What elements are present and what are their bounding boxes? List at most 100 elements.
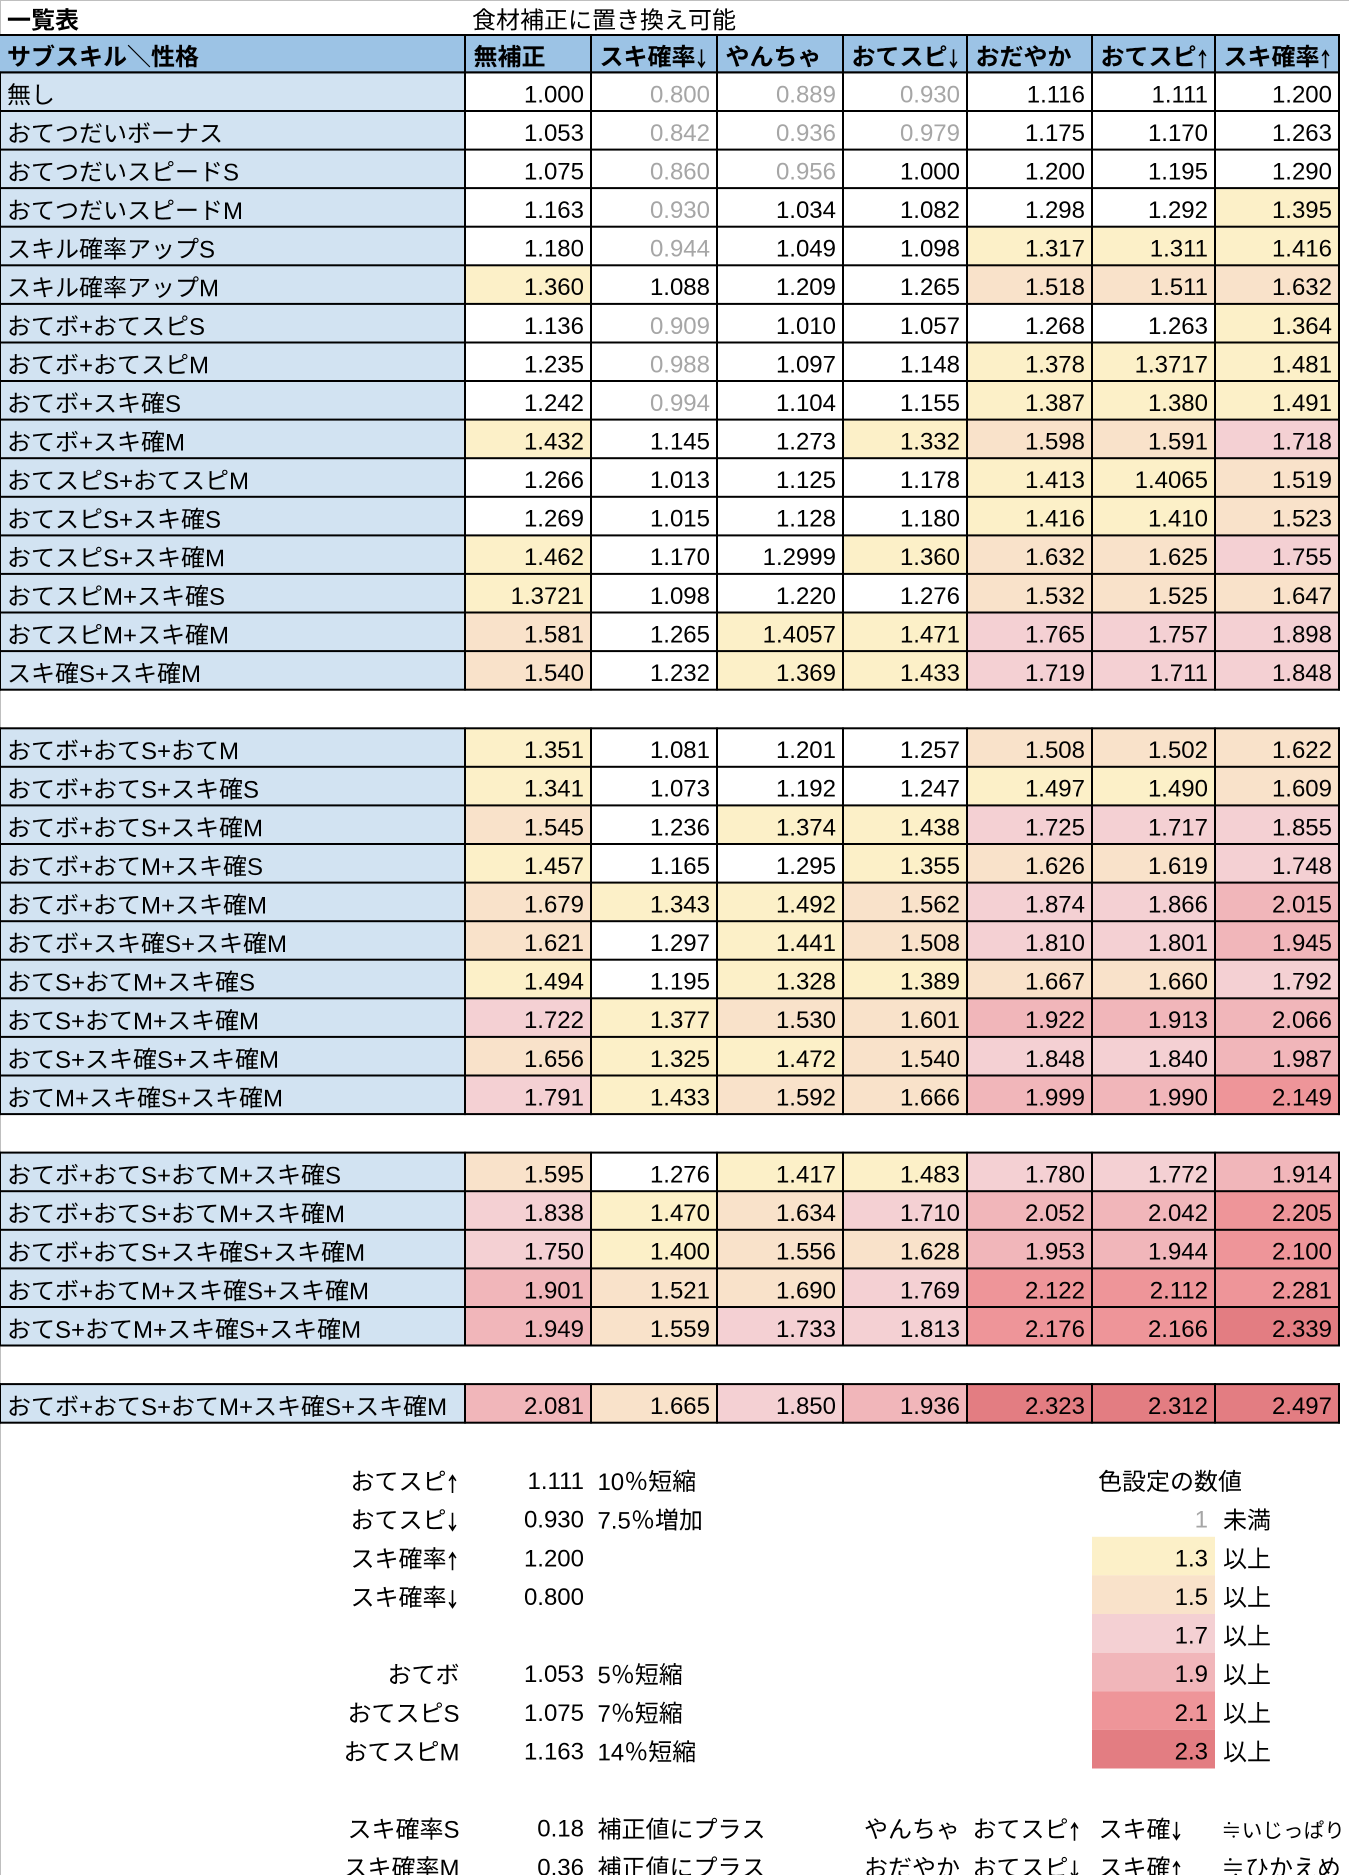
svg-text:2.1: 2.1 <box>1175 1700 1208 1727</box>
svg-text:1.433: 1.433 <box>650 1084 710 1111</box>
svg-text:1.667: 1.667 <box>1025 969 1085 996</box>
svg-text:1.540: 1.540 <box>524 660 584 687</box>
svg-text:1.073: 1.073 <box>650 776 710 803</box>
svg-text:1.295: 1.295 <box>776 853 836 880</box>
svg-text:1.247: 1.247 <box>900 776 960 803</box>
svg-text:1.276: 1.276 <box>900 583 960 610</box>
svg-text:1.416: 1.416 <box>1025 506 1085 533</box>
svg-text:0.936: 0.936 <box>776 120 836 147</box>
svg-text:1.097: 1.097 <box>776 351 836 378</box>
svg-text:1.901: 1.901 <box>524 1277 584 1304</box>
svg-text:1.297: 1.297 <box>650 930 710 957</box>
svg-text:1.111: 1.111 <box>1152 81 1209 108</box>
svg-text:1.462: 1.462 <box>524 544 584 571</box>
svg-text:1.4065: 1.4065 <box>1135 467 1208 494</box>
svg-text:1.511: 1.511 <box>1150 274 1208 301</box>
svg-text:1.719: 1.719 <box>1025 660 1085 687</box>
svg-text:1.990: 1.990 <box>1148 1084 1208 1111</box>
svg-text:1.725: 1.725 <box>1025 814 1085 841</box>
svg-text:1.2999: 1.2999 <box>763 544 836 571</box>
svg-text:1.311: 1.311 <box>1150 236 1208 263</box>
svg-text:1.075: 1.075 <box>524 158 584 185</box>
svg-text:1.665: 1.665 <box>650 1393 710 1420</box>
svg-text:1.609: 1.609 <box>1272 776 1332 803</box>
svg-text:1.898: 1.898 <box>1272 621 1332 648</box>
svg-text:1.491: 1.491 <box>1272 390 1332 417</box>
svg-text:1.634: 1.634 <box>776 1200 836 1227</box>
svg-text:1.192: 1.192 <box>776 776 836 803</box>
svg-text:1.945: 1.945 <box>1272 930 1332 957</box>
svg-text:1.387: 1.387 <box>1025 390 1085 417</box>
svg-text:1.622: 1.622 <box>1272 737 1332 764</box>
svg-text:1.471: 1.471 <box>900 621 960 648</box>
svg-text:0.979: 0.979 <box>900 120 960 147</box>
svg-text:1.104: 1.104 <box>776 390 836 417</box>
svg-text:1.257: 1.257 <box>900 737 960 764</box>
svg-text:1.601: 1.601 <box>900 1007 960 1034</box>
svg-text:1.438: 1.438 <box>900 814 960 841</box>
svg-text:1.769: 1.769 <box>900 1277 960 1304</box>
svg-text:1.711: 1.711 <box>1150 660 1208 687</box>
svg-text:1.3: 1.3 <box>1175 1545 1208 1572</box>
svg-text:1.470: 1.470 <box>650 1200 710 1227</box>
svg-text:1.625: 1.625 <box>1148 544 1208 571</box>
svg-text:1.209: 1.209 <box>776 274 836 301</box>
svg-text:1.235: 1.235 <box>524 351 584 378</box>
svg-text:1.098: 1.098 <box>900 236 960 263</box>
svg-text:1.325: 1.325 <box>650 1046 710 1073</box>
svg-text:1.170: 1.170 <box>650 544 710 571</box>
svg-text:0.930: 0.930 <box>524 1507 584 1534</box>
svg-text:1.343: 1.343 <box>650 892 710 919</box>
svg-text:1.772: 1.772 <box>1148 1162 1208 1189</box>
svg-text:1.7: 1.7 <box>1175 1623 1208 1650</box>
svg-text:1.195: 1.195 <box>650 969 710 996</box>
svg-text:1.647: 1.647 <box>1272 583 1332 610</box>
svg-text:2.339: 2.339 <box>1272 1316 1332 1343</box>
svg-text:1.936: 1.936 <box>900 1393 960 1420</box>
svg-text:1.621: 1.621 <box>524 930 584 957</box>
svg-text:0.889: 0.889 <box>776 81 836 108</box>
svg-text:2.015: 2.015 <box>1272 892 1332 919</box>
svg-text:1.034: 1.034 <box>776 197 836 224</box>
svg-text:1.949: 1.949 <box>524 1316 584 1343</box>
svg-text:1.710: 1.710 <box>900 1200 960 1227</box>
svg-text:0.930: 0.930 <box>900 81 960 108</box>
svg-text:1.748: 1.748 <box>1272 853 1332 880</box>
svg-text:1.791: 1.791 <box>524 1084 584 1111</box>
svg-text:1.944: 1.944 <box>1148 1239 1208 1266</box>
svg-text:1.874: 1.874 <box>1025 892 1085 919</box>
svg-text:1.369: 1.369 <box>776 660 836 687</box>
svg-text:1.525: 1.525 <box>1148 583 1208 610</box>
svg-text:2.122: 2.122 <box>1025 1277 1085 1304</box>
svg-text:1.013: 1.013 <box>650 467 710 494</box>
svg-text:1.717: 1.717 <box>1148 814 1208 841</box>
svg-text:1.632: 1.632 <box>1272 274 1332 301</box>
svg-text:0.842: 0.842 <box>650 120 710 147</box>
svg-text:1.848: 1.848 <box>1272 660 1332 687</box>
svg-text:1.351: 1.351 <box>524 737 584 764</box>
svg-text:1.116: 1.116 <box>1027 81 1085 108</box>
svg-text:1.148: 1.148 <box>900 351 960 378</box>
svg-text:1.328: 1.328 <box>776 969 836 996</box>
svg-text:1.598: 1.598 <box>1025 429 1085 456</box>
svg-text:1.987: 1.987 <box>1272 1046 1332 1073</box>
svg-text:1.410: 1.410 <box>1148 506 1208 533</box>
svg-text:1.801: 1.801 <box>1148 930 1208 957</box>
svg-text:1.417: 1.417 <box>776 1162 836 1189</box>
svg-text:1.378: 1.378 <box>1025 351 1085 378</box>
svg-text:1.5: 1.5 <box>1175 1584 1208 1611</box>
svg-text:1.380: 1.380 <box>1148 390 1208 417</box>
svg-text:1.273: 1.273 <box>776 429 836 456</box>
svg-text:1.481: 1.481 <box>1272 351 1332 378</box>
svg-text:1.660: 1.660 <box>1148 969 1208 996</box>
svg-text:1.053: 1.053 <box>524 1661 584 1688</box>
svg-text:1.332: 1.332 <box>900 429 960 456</box>
svg-text:1.432: 1.432 <box>524 429 584 456</box>
svg-text:1.545: 1.545 <box>524 814 584 841</box>
svg-text:1.000: 1.000 <box>900 158 960 185</box>
svg-text:1.145: 1.145 <box>650 429 710 456</box>
svg-text:2.042: 2.042 <box>1148 1200 1208 1227</box>
svg-text:1.913: 1.913 <box>1148 1007 1208 1034</box>
svg-text:0.800: 0.800 <box>650 81 710 108</box>
svg-text:1.098: 1.098 <box>650 583 710 610</box>
